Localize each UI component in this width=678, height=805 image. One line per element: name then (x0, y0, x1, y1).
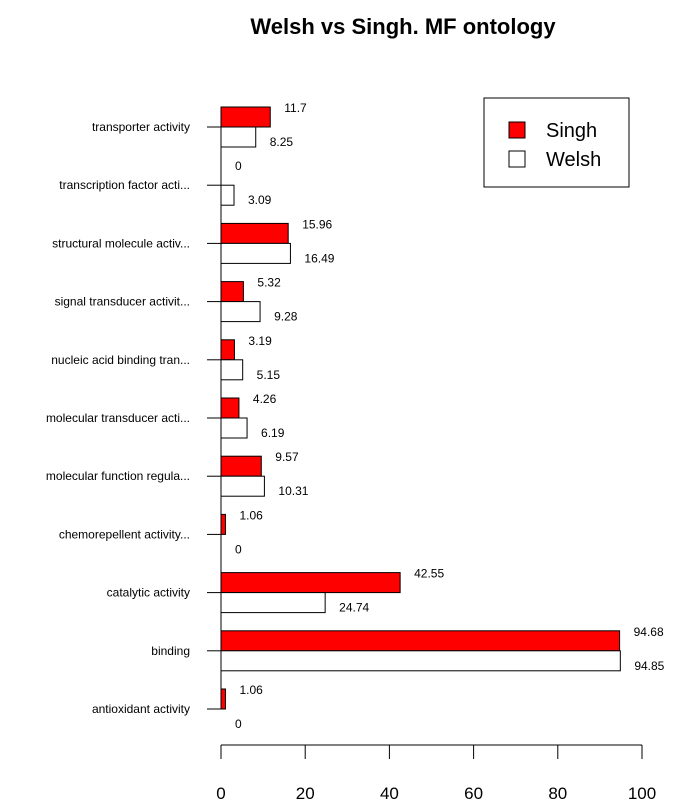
value-label: 9.28 (274, 310, 298, 324)
value-label: 15.96 (302, 217, 332, 231)
value-label: 94.85 (634, 659, 664, 673)
category-label: binding (151, 644, 190, 658)
value-label: 0 (235, 717, 242, 731)
bar-singh (220, 397, 240, 419)
bar-singh (220, 630, 621, 652)
value-label: 3.09 (248, 193, 272, 207)
category-label: transporter activity (92, 120, 190, 134)
bar-singh (220, 106, 271, 128)
bar-welsh (220, 475, 265, 497)
value-label: 94.68 (634, 625, 664, 639)
bar-singh (220, 513, 226, 535)
legend-swatch-welsh (508, 150, 526, 168)
x-tick-label: 0 (216, 784, 225, 803)
value-label: 1.06 (239, 683, 263, 697)
legend-box (483, 97, 630, 188)
value-label: 1.06 (239, 508, 263, 522)
x-tick-label: 40 (380, 784, 399, 803)
value-label: 10.31 (278, 484, 308, 498)
bar-singh (220, 339, 235, 361)
category-label: signal transducer activit... (55, 295, 190, 309)
category-label: nucleic acid binding tran... (51, 353, 190, 367)
bar-welsh (220, 417, 248, 439)
value-label: 5.32 (257, 276, 281, 290)
value-label: 6.19 (261, 426, 285, 440)
bar-welsh (220, 184, 235, 206)
value-label: 5.15 (257, 368, 281, 382)
value-label: 8.25 (270, 135, 294, 149)
legend-label-singh: Singh (546, 120, 597, 142)
value-label: 42.55 (414, 567, 444, 581)
value-label: 3.19 (248, 334, 272, 348)
value-label: 24.74 (339, 601, 369, 615)
bar-welsh (220, 242, 291, 264)
value-label: 11.7 (284, 101, 307, 115)
x-tick-label: 60 (464, 784, 483, 803)
value-label: 0 (235, 542, 242, 556)
category-label: transcription factor acti... (59, 178, 190, 192)
value-label: 9.57 (275, 450, 299, 464)
bar-singh (220, 688, 226, 710)
legend-label-welsh: Welsh (546, 149, 601, 171)
bar-welsh (220, 359, 244, 381)
bar-singh (220, 222, 289, 244)
category-label: catalytic activity (107, 586, 190, 600)
bar-singh (220, 281, 244, 303)
bar-welsh (220, 126, 257, 148)
value-label: 16.49 (304, 251, 334, 265)
bar-singh (220, 455, 262, 477)
chart-title: Welsh vs Singh. MF ontology (250, 14, 556, 39)
category-label: chemorepellent activity... (59, 527, 190, 541)
category-label: molecular function regula... (46, 469, 190, 483)
bar-welsh (220, 650, 621, 672)
bar-welsh (220, 301, 261, 323)
bar-singh (220, 572, 401, 594)
category-label: structural molecule activ... (52, 236, 190, 250)
x-tick-label: 80 (548, 784, 567, 803)
category-label: molecular transducer acti... (46, 411, 190, 425)
value-label: 4.26 (253, 392, 277, 406)
x-tick-label: 20 (296, 784, 315, 803)
bar-welsh (220, 592, 326, 614)
legend-swatch-singh (508, 121, 526, 139)
category-label: antioxidant activity (92, 702, 190, 716)
value-label: 0 (235, 159, 242, 173)
x-tick-label: 100 (628, 784, 656, 803)
